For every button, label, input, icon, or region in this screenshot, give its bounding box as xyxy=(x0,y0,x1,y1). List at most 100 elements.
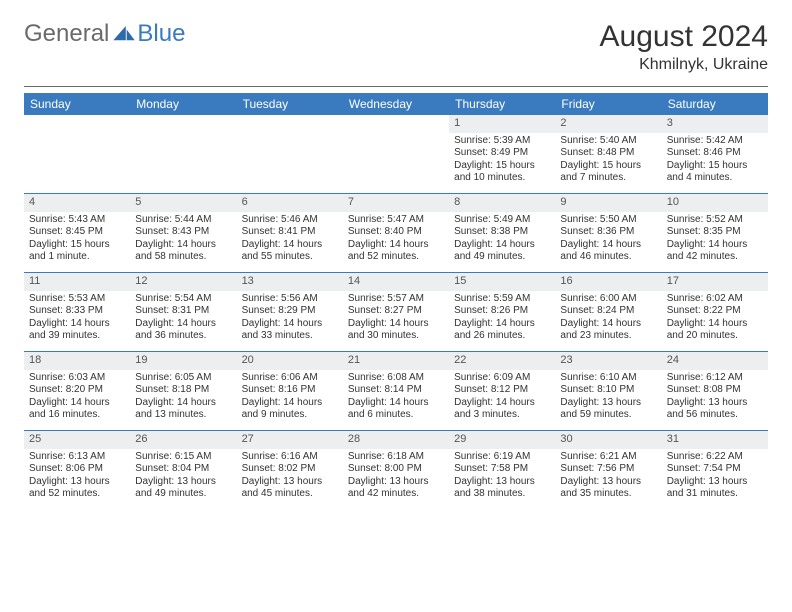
day-number-bar: 27 xyxy=(237,431,343,449)
weekday-header: Sunday xyxy=(24,93,130,115)
daylight-line: Daylight: 14 hours and 20 minutes. xyxy=(667,318,763,343)
daylight-line: Daylight: 14 hours and 16 minutes. xyxy=(29,397,125,422)
sunset-line: Sunset: 7:58 PM xyxy=(454,463,550,476)
sunset-line: Sunset: 8:06 PM xyxy=(29,463,125,476)
sunrise-line: Sunrise: 6:19 AM xyxy=(454,451,550,464)
day-number: 9 xyxy=(560,196,566,208)
calendar-day-cell: 19Sunrise: 6:05 AMSunset: 8:18 PMDayligh… xyxy=(130,352,236,430)
calendar-day-cell: 29Sunrise: 6:19 AMSunset: 7:58 PMDayligh… xyxy=(449,431,555,509)
day-number-bar: 6 xyxy=(237,194,343,212)
day-number-bar: 8 xyxy=(449,194,555,212)
day-number-bar: 5 xyxy=(130,194,236,212)
sunset-line: Sunset: 8:10 PM xyxy=(560,384,656,397)
sunset-line: Sunset: 8:31 PM xyxy=(135,305,231,318)
sunrise-line: Sunrise: 6:08 AM xyxy=(348,372,444,385)
day-number-bar: 21 xyxy=(343,352,449,370)
daylight-line: Daylight: 14 hours and 9 minutes. xyxy=(242,397,338,422)
daylight-line: Daylight: 14 hours and 58 minutes. xyxy=(135,239,231,264)
sunrise-line: Sunrise: 5:50 AM xyxy=(560,214,656,227)
daylight-line: Daylight: 14 hours and 26 minutes. xyxy=(454,318,550,343)
sunrise-line: Sunrise: 6:05 AM xyxy=(135,372,231,385)
day-number-bar: 9 xyxy=(555,194,661,212)
sunrise-line: Sunrise: 6:13 AM xyxy=(29,451,125,464)
day-number-bar: 14 xyxy=(343,273,449,291)
sunrise-line: Sunrise: 5:42 AM xyxy=(667,135,763,148)
sunset-line: Sunset: 8:46 PM xyxy=(667,147,763,160)
sunrise-line: Sunrise: 5:46 AM xyxy=(242,214,338,227)
calendar-day-cell: 22Sunrise: 6:09 AMSunset: 8:12 PMDayligh… xyxy=(449,352,555,430)
sunrise-line: Sunrise: 6:15 AM xyxy=(135,451,231,464)
sunset-line: Sunset: 8:04 PM xyxy=(135,463,231,476)
day-number-bar: 7 xyxy=(343,194,449,212)
day-number: 15 xyxy=(454,275,466,287)
day-number: 1 xyxy=(454,117,460,129)
calendar-day-cell: 7Sunrise: 5:47 AMSunset: 8:40 PMDaylight… xyxy=(343,194,449,272)
day-number: 27 xyxy=(242,433,254,445)
sunset-line: Sunset: 8:22 PM xyxy=(667,305,763,318)
day-number: 6 xyxy=(242,196,248,208)
daylight-line: Daylight: 14 hours and 55 minutes. xyxy=(242,239,338,264)
calendar-week-row: 11Sunrise: 5:53 AMSunset: 8:33 PMDayligh… xyxy=(24,272,768,351)
sunset-line: Sunset: 8:18 PM xyxy=(135,384,231,397)
calendar-day-cell: 9Sunrise: 5:50 AMSunset: 8:36 PMDaylight… xyxy=(555,194,661,272)
calendar-empty-cell xyxy=(24,115,130,193)
day-number-bar: 24 xyxy=(662,352,768,370)
sunset-line: Sunset: 8:38 PM xyxy=(454,226,550,239)
sunset-line: Sunset: 7:54 PM xyxy=(667,463,763,476)
sunrise-line: Sunrise: 5:57 AM xyxy=(348,293,444,306)
header: General Blue August 2024 Khmilnyk, Ukrai… xyxy=(0,0,792,82)
calendar-day-cell: 14Sunrise: 5:57 AMSunset: 8:27 PMDayligh… xyxy=(343,273,449,351)
day-number-bar: 3 xyxy=(662,115,768,133)
sunrise-line: Sunrise: 6:18 AM xyxy=(348,451,444,464)
day-number-bar: 20 xyxy=(237,352,343,370)
sunrise-line: Sunrise: 5:54 AM xyxy=(135,293,231,306)
calendar-week-row: 4Sunrise: 5:43 AMSunset: 8:45 PMDaylight… xyxy=(24,193,768,272)
day-number: 20 xyxy=(242,354,254,366)
day-number: 21 xyxy=(348,354,360,366)
daylight-line: Daylight: 13 hours and 52 minutes. xyxy=(29,476,125,501)
calendar-day-cell: 26Sunrise: 6:15 AMSunset: 8:04 PMDayligh… xyxy=(130,431,236,509)
day-number: 5 xyxy=(135,196,141,208)
calendar-day-cell: 25 Sunrise: 6:13 AMSunset: 8:06 PMDayligh… xyxy=(24,431,130,509)
day-number: 18 xyxy=(29,354,41,366)
sunrise-line: Sunrise: 5:53 AM xyxy=(29,293,125,306)
day-number-bar: 17 xyxy=(662,273,768,291)
day-number: 14 xyxy=(348,275,360,287)
daylight-line: Daylight: 14 hours and 49 minutes. xyxy=(454,239,550,264)
day-number-bar: 4 xyxy=(24,194,130,212)
day-number-bar: 1 xyxy=(449,115,555,133)
day-number-bar: 25 xyxy=(24,431,130,449)
sunrise-line: Sunrise: 6:21 AM xyxy=(560,451,656,464)
sunset-line: Sunset: 8:26 PM xyxy=(454,305,550,318)
daylight-line: Daylight: 15 hours and 4 minutes. xyxy=(667,160,763,185)
day-number: 2 xyxy=(560,117,566,129)
day-number-bar: 2 xyxy=(555,115,661,133)
weekday-header: Friday xyxy=(555,93,661,115)
daylight-line: Daylight: 13 hours and 56 minutes. xyxy=(667,397,763,422)
daylight-line: Daylight: 14 hours and 42 minutes. xyxy=(667,239,763,264)
sunset-line: Sunset: 8:12 PM xyxy=(454,384,550,397)
day-number-bar: 28 xyxy=(343,431,449,449)
calendar-day-cell: 30Sunrise: 6:21 AMSunset: 7:56 PMDayligh… xyxy=(555,431,661,509)
day-number-bar: 23 xyxy=(555,352,661,370)
calendar-empty-cell xyxy=(237,115,343,193)
sunrise-line: Sunrise: 5:52 AM xyxy=(667,214,763,227)
daylight-line: Daylight: 13 hours and 59 minutes. xyxy=(560,397,656,422)
day-number-bar: 18 xyxy=(24,352,130,370)
brand-word-1: General xyxy=(24,20,109,48)
daylight-line: Daylight: 13 hours and 42 minutes. xyxy=(348,476,444,501)
sunset-line: Sunset: 8:41 PM xyxy=(242,226,338,239)
calendar-day-cell: 23 Sunrise: 6:10 AMSunset: 8:10 PMDayligh… xyxy=(555,352,661,430)
daylight-line: Daylight: 14 hours and 52 minutes. xyxy=(348,239,444,264)
day-number: 3 xyxy=(667,117,673,129)
calendar-day-cell: 15Sunrise: 5:59 AMSunset: 8:26 PMDayligh… xyxy=(449,273,555,351)
calendar-day-cell: 4Sunrise: 5:43 AMSunset: 8:45 PMDaylight… xyxy=(24,194,130,272)
calendar-day-cell: 18Sunrise: 6:03 AMSunset: 8:20 PMDayligh… xyxy=(24,352,130,430)
day-number-bar: 30 xyxy=(555,431,661,449)
sunset-line: Sunset: 8:16 PM xyxy=(242,384,338,397)
sunrise-line: Sunrise: 6:09 AM xyxy=(454,372,550,385)
day-number-bar: 26 xyxy=(130,431,236,449)
sunrise-line: Sunrise: 6:10 AM xyxy=(560,372,656,385)
sunset-line: Sunset: 8:49 PM xyxy=(454,147,550,160)
sunrise-line: Sunrise: 5:47 AM xyxy=(348,214,444,227)
